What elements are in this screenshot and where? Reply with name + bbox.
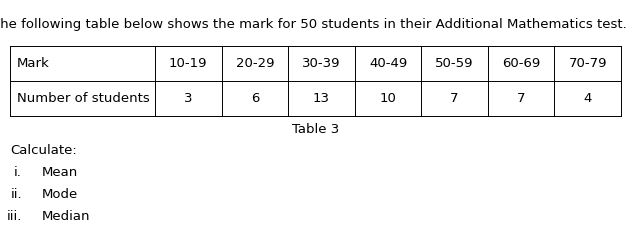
Text: 7: 7 <box>451 92 459 105</box>
Text: Mean: Mean <box>42 166 78 179</box>
Text: 7: 7 <box>517 92 526 105</box>
Text: Mark: Mark <box>17 57 50 70</box>
Text: 3: 3 <box>184 92 192 105</box>
Text: 20-29: 20-29 <box>235 57 274 70</box>
Text: 30-39: 30-39 <box>302 57 341 70</box>
Text: 10-19: 10-19 <box>169 57 208 70</box>
Text: Median: Median <box>42 210 90 223</box>
Text: The following table below shows the mark for 50 students in their Additional Mat: The following table below shows the mark… <box>0 18 631 31</box>
Text: 10: 10 <box>380 92 396 105</box>
Text: Mode: Mode <box>42 188 78 201</box>
Text: i.: i. <box>14 166 22 179</box>
Text: 40-49: 40-49 <box>369 57 407 70</box>
Text: iii.: iii. <box>6 210 22 223</box>
Text: 4: 4 <box>584 92 592 105</box>
Text: 50-59: 50-59 <box>435 57 474 70</box>
Text: ii.: ii. <box>10 188 22 201</box>
Text: Number of students: Number of students <box>17 92 150 105</box>
Text: 60-69: 60-69 <box>502 57 540 70</box>
Text: Table 3: Table 3 <box>292 123 339 136</box>
Text: 6: 6 <box>251 92 259 105</box>
Text: Calculate:: Calculate: <box>10 144 77 157</box>
Text: 70-79: 70-79 <box>569 57 607 70</box>
Text: 13: 13 <box>313 92 330 105</box>
